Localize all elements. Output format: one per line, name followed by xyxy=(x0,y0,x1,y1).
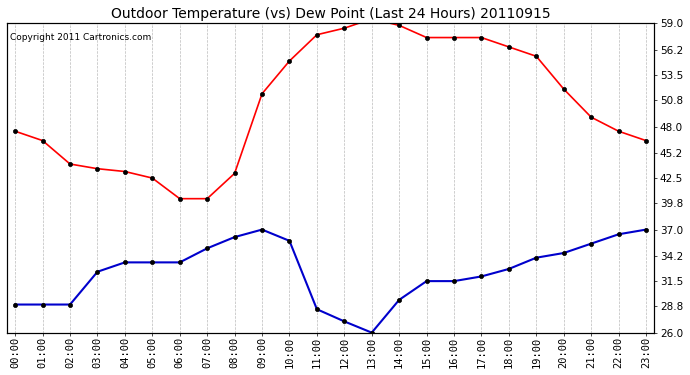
Text: Copyright 2011 Cartronics.com: Copyright 2011 Cartronics.com xyxy=(10,33,151,42)
Title: Outdoor Temperature (vs) Dew Point (Last 24 Hours) 20110915: Outdoor Temperature (vs) Dew Point (Last… xyxy=(111,7,551,21)
